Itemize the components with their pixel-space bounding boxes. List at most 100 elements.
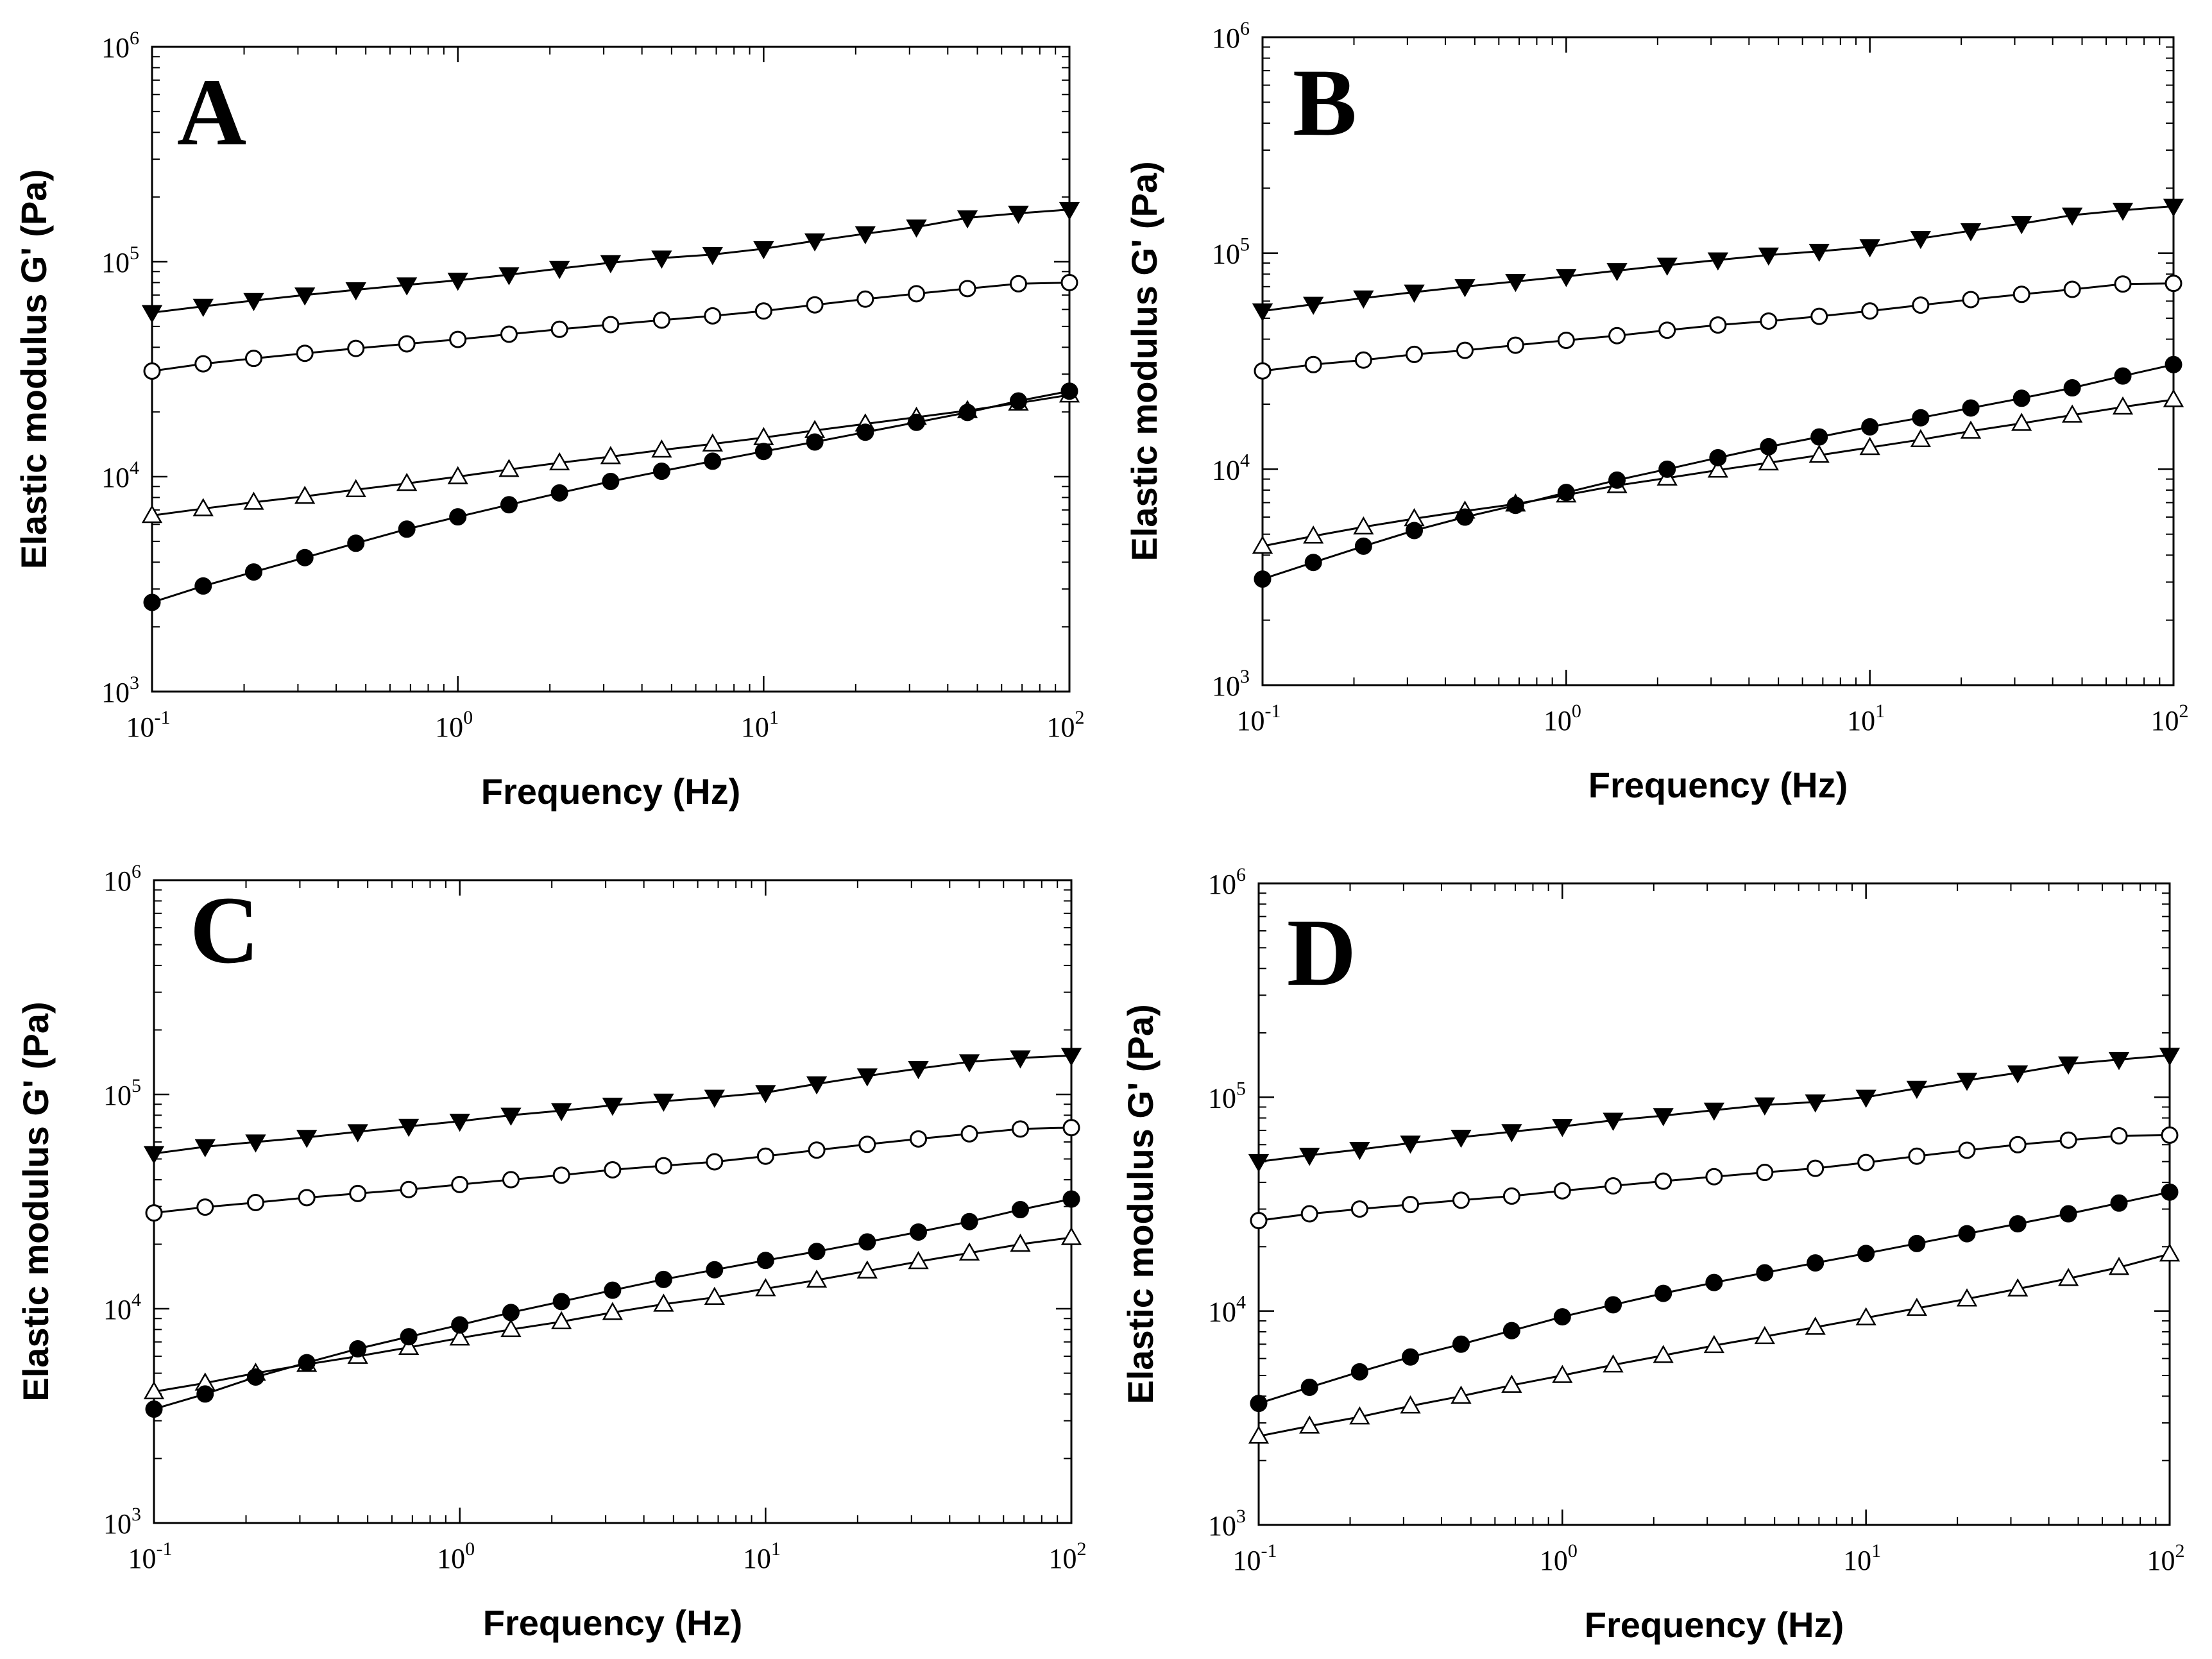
data-point bbox=[246, 1368, 264, 1386]
x-tick-label: 100 bbox=[1540, 1540, 1578, 1576]
data-point bbox=[2057, 1056, 2079, 1075]
data-point bbox=[550, 484, 568, 502]
y-tick-label: 104 bbox=[1212, 450, 1250, 486]
data-point bbox=[296, 1130, 318, 1148]
data-point bbox=[958, 1054, 980, 1073]
x-axis-title: Frequency (Hz) bbox=[481, 771, 741, 812]
data-point bbox=[808, 1243, 826, 1261]
data-point bbox=[910, 1130, 928, 1148]
data-point bbox=[1658, 321, 1676, 339]
data-point bbox=[1400, 1136, 1421, 1154]
data-point bbox=[1906, 1080, 1928, 1100]
data-point bbox=[1709, 448, 1727, 466]
data-point bbox=[400, 1180, 418, 1198]
y-tick-label: 106 bbox=[101, 28, 139, 64]
data-point bbox=[451, 1175, 469, 1193]
data-point bbox=[704, 307, 722, 325]
data-point bbox=[2057, 1268, 2079, 1286]
data-point bbox=[1248, 1153, 1270, 1173]
series-open-circle bbox=[145, 1119, 1080, 1222]
data-point bbox=[1059, 201, 1080, 221]
data-point bbox=[653, 1293, 674, 1312]
panel-letter: B bbox=[1293, 49, 1357, 156]
data-point bbox=[145, 1400, 163, 1418]
data-point bbox=[1653, 1108, 1674, 1127]
x-tick-label: 10-1 bbox=[1237, 701, 1281, 736]
data-point bbox=[1758, 247, 1779, 266]
data-point bbox=[1807, 1254, 1825, 1272]
data-point bbox=[498, 267, 520, 285]
data-point bbox=[2063, 379, 2081, 397]
data-point bbox=[449, 1327, 470, 1346]
data-point bbox=[500, 1318, 522, 1338]
panel-letter: C bbox=[190, 877, 259, 983]
data-point bbox=[1349, 1141, 1370, 1161]
data-point bbox=[1303, 525, 1324, 544]
data-point bbox=[141, 504, 163, 523]
panel-letter: D bbox=[1287, 899, 1356, 1006]
data-point bbox=[143, 362, 161, 380]
series-filled-circle bbox=[1254, 355, 2182, 588]
data-point bbox=[2165, 275, 2182, 293]
data-point bbox=[1707, 459, 1729, 478]
panel-a: 10-1 100 101 102 103 104 105 106 Frequency (Hz) E… bbox=[13, 28, 1085, 812]
data-point bbox=[500, 325, 518, 343]
data-point bbox=[502, 1171, 520, 1189]
data-point bbox=[1705, 1273, 1723, 1291]
data-point bbox=[1906, 1297, 1928, 1316]
data-point bbox=[2163, 198, 2184, 217]
series-open-circle bbox=[143, 273, 1078, 380]
data-point bbox=[1353, 516, 1374, 535]
y-tick-label: 103 bbox=[1208, 1506, 1246, 1542]
data-point bbox=[1861, 302, 1879, 320]
data-point bbox=[1060, 382, 1078, 400]
data-point bbox=[245, 1134, 266, 1153]
data-point bbox=[1553, 1308, 1571, 1326]
data-point bbox=[806, 1269, 828, 1288]
data-point bbox=[398, 1336, 420, 1356]
data-point bbox=[756, 1147, 774, 1165]
data-point bbox=[1354, 537, 1372, 555]
data-point bbox=[1557, 484, 1575, 502]
data-point bbox=[1707, 252, 1729, 271]
data-point bbox=[1756, 1164, 1774, 1182]
data-point bbox=[449, 1113, 470, 1132]
data-point bbox=[1304, 554, 1322, 572]
data-point bbox=[2059, 1131, 2077, 1149]
data-point bbox=[243, 491, 264, 510]
data-point bbox=[2007, 1065, 2029, 1084]
data-point bbox=[602, 1302, 624, 1320]
data-point bbox=[449, 508, 467, 526]
data-point bbox=[704, 1286, 725, 1306]
data-point bbox=[1454, 279, 1476, 298]
data-point bbox=[192, 298, 214, 318]
series-filled-down-triangle bbox=[1248, 1048, 2181, 1173]
data-point bbox=[1808, 244, 1830, 262]
data-point bbox=[1506, 336, 1524, 354]
data-point bbox=[604, 1161, 622, 1178]
data-point bbox=[756, 1252, 774, 1270]
data-point bbox=[2161, 1126, 2179, 1144]
y-tick-label: 106 bbox=[1208, 864, 1246, 900]
data-point bbox=[1304, 355, 1322, 373]
data-point bbox=[349, 1340, 367, 1357]
data-point bbox=[194, 577, 212, 595]
data-point bbox=[908, 1250, 929, 1270]
data-point bbox=[2110, 1194, 2128, 1212]
y-tick-label: 104 bbox=[1208, 1292, 1246, 1328]
x-tick-label: 101 bbox=[741, 707, 779, 743]
data-point bbox=[296, 345, 314, 362]
data-point bbox=[1658, 460, 1676, 478]
data-point bbox=[1958, 1141, 1976, 1159]
data-point bbox=[856, 1260, 878, 1279]
data-point bbox=[651, 250, 672, 269]
data-point bbox=[1060, 1048, 1082, 1066]
data-point bbox=[2163, 389, 2184, 407]
data-point bbox=[1956, 1288, 1978, 1307]
data-point bbox=[1810, 428, 1828, 446]
data-point bbox=[856, 423, 874, 441]
x-tick-label: 101 bbox=[1847, 701, 1885, 736]
x-tick-label: 100 bbox=[435, 707, 473, 743]
data-point bbox=[958, 1242, 980, 1261]
data-point bbox=[960, 1212, 978, 1230]
